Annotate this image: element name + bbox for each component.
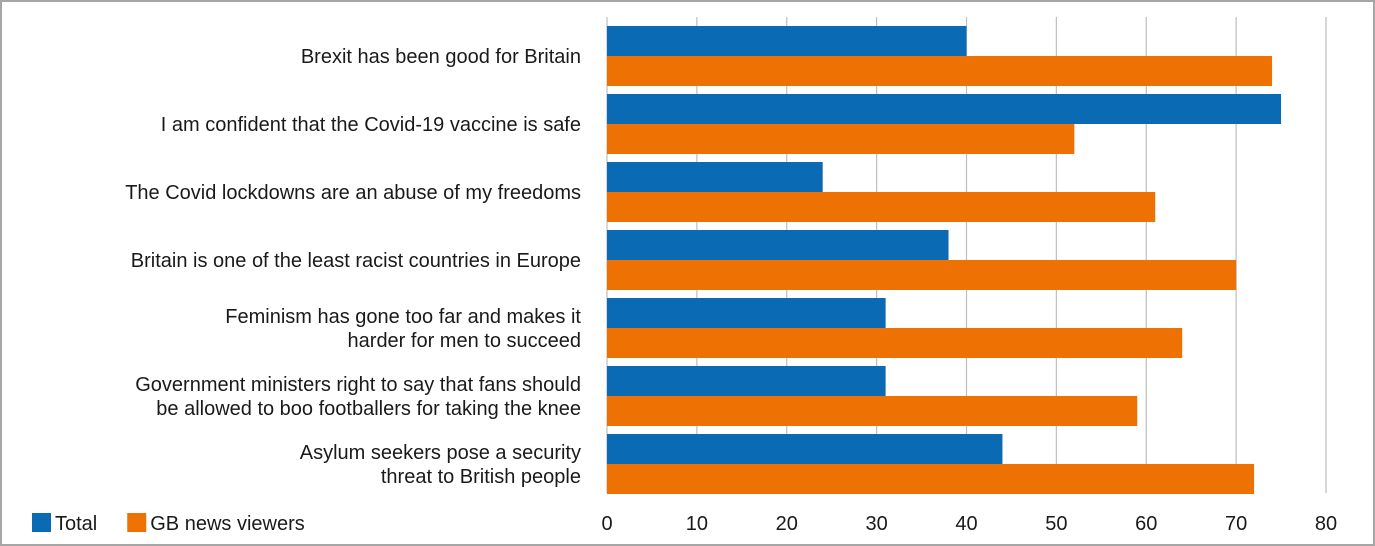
category-label-6-line-0: Asylum seekers pose a security — [300, 442, 581, 464]
x-tick-label-50: 50 — [1045, 513, 1067, 535]
category-label-4-line-0: Feminism has gone too far and makes it — [225, 306, 581, 328]
x-tick-label-70: 70 — [1225, 513, 1247, 535]
x-tick-label-60: 60 — [1135, 513, 1157, 535]
x-tick-label-20: 20 — [776, 513, 798, 535]
bar-gb-news-viewers-4 — [607, 328, 1183, 358]
bar-total-2 — [607, 162, 823, 192]
x-tick-label-0: 0 — [601, 513, 612, 535]
legend: Total GB news viewers — [32, 513, 305, 535]
x-tick-label-40: 40 — [955, 513, 977, 535]
bar-total-4 — [607, 298, 886, 328]
legend-label-gb-news-viewers: GB news viewers — [150, 513, 305, 535]
x-tick-label-80: 80 — [1315, 513, 1337, 535]
bar-gb-news-viewers-0 — [607, 56, 1273, 86]
category-label-1-line-0: I am confident that the Covid-19 vaccine… — [161, 114, 581, 136]
category-label-4-line-1: harder for men to succeed — [348, 330, 581, 352]
bar-total-0 — [607, 26, 967, 56]
category-label-3-line-0: Britain is one of the least racist count… — [131, 250, 581, 272]
bar-gb-news-viewers-6 — [607, 464, 1255, 494]
bar-total-1 — [607, 94, 1282, 124]
category-label-2-line-0: The Covid lockdowns are an abuse of my f… — [125, 182, 581, 204]
x-tick-label-30: 30 — [866, 513, 888, 535]
bar-gb-news-viewers-2 — [607, 192, 1156, 222]
bar-gb-news-viewers-5 — [607, 396, 1138, 426]
category-labels: Brexit has been good for Britain I am con… — [125, 46, 581, 488]
category-label-6-line-1: threat to British people — [381, 466, 581, 488]
category-label-0-line-0: Brexit has been good for Britain — [301, 46, 581, 68]
category-label-5-line-0: Government ministers right to say that f… — [135, 374, 581, 396]
legend-swatch-total — [32, 513, 51, 532]
x-axis-ticks: 0 10 20 30 40 50 60 70 80 — [601, 513, 1337, 535]
bar-gb-news-viewers-3 — [607, 260, 1237, 290]
legend-label-total: Total — [55, 513, 97, 535]
bar-total-5 — [607, 366, 886, 396]
bar-total-6 — [607, 434, 1003, 464]
legend-swatch-gb-news-viewers — [127, 513, 147, 532]
bar-gb-news-viewers-1 — [607, 124, 1075, 154]
x-tick-label-10: 10 — [686, 513, 708, 535]
category-label-5-line-1: be allowed to boo footballers for taking… — [156, 398, 581, 420]
bars — [607, 26, 1282, 494]
bar-total-3 — [607, 230, 949, 260]
